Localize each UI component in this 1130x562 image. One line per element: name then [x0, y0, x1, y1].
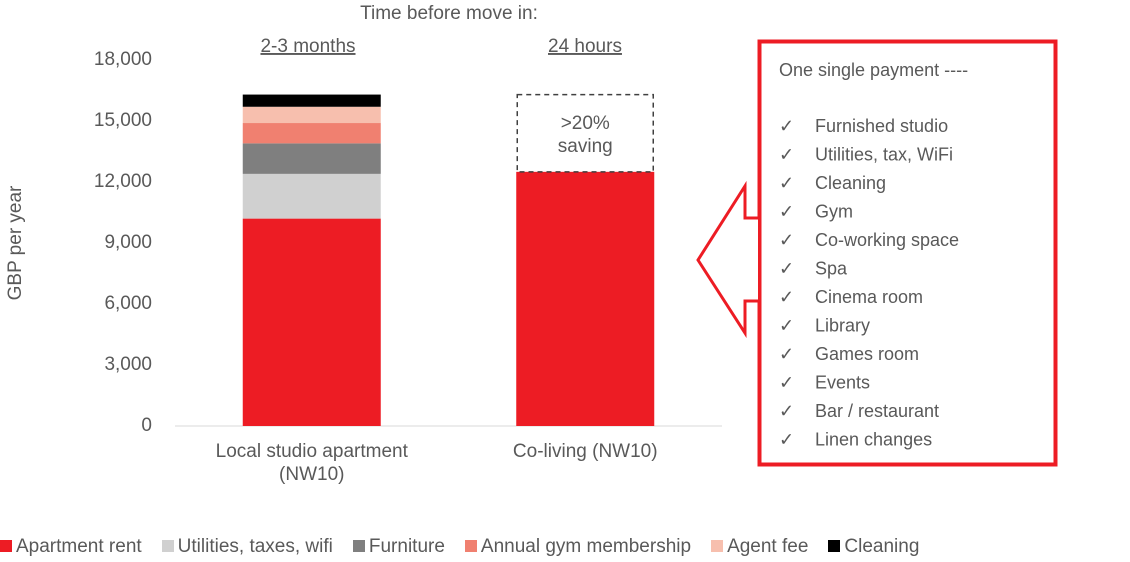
- check-mark: ✓: [779, 287, 794, 307]
- benefits-box: [757, 39, 1058, 467]
- x-tick-label: Co-living (NW10): [512, 441, 658, 462]
- box-item: Cleaning: [815, 173, 886, 193]
- check-mark: ✓: [779, 401, 794, 421]
- legend-item: Utilities, taxes, wifi: [161, 536, 333, 558]
- check-mark: ✓: [779, 429, 794, 449]
- legend-swatch: [711, 540, 724, 552]
- box-item: Cinema room: [815, 287, 923, 307]
- check-mark: ✓: [779, 116, 794, 136]
- legend-item: Agent fee: [711, 536, 808, 558]
- legend-swatch: [464, 540, 477, 552]
- legend-label: Furniture: [368, 536, 445, 557]
- y-tick-label: 6,000: [104, 293, 152, 314]
- box-item: Library: [815, 315, 870, 335]
- chart: Time before move in: 2-3 months 24 hours…: [5, 3, 1058, 485]
- y-tick-label: 0: [141, 415, 152, 436]
- check-mark: ✓: [779, 315, 794, 335]
- check-mark: ✓: [779, 144, 794, 164]
- legend-swatch: [161, 540, 174, 552]
- box-item: Games room: [815, 344, 919, 364]
- check-mark: ✓: [779, 258, 794, 278]
- saving-box: [516, 93, 654, 173]
- category-note: 2-3 months: [260, 36, 355, 57]
- box-item: Gym: [815, 201, 853, 221]
- bar-segment: [242, 94, 381, 107]
- check-mark: ✓: [779, 372, 794, 392]
- y-axis-label: GBP per year: [5, 185, 26, 300]
- bar-segment: [242, 123, 381, 144]
- legend-item: Annual gym membership: [464, 536, 692, 558]
- box-item: Spa: [815, 258, 848, 278]
- legend-item: Furniture: [352, 536, 445, 558]
- legend: Apartment rent Utilities, taxes, wifi Furn…: [0, 536, 919, 558]
- legend-item: Cleaning: [828, 536, 919, 558]
- x-tick-label: Co-living (NW10): [512, 441, 658, 462]
- legend-swatch: [828, 540, 841, 552]
- check-mark: ✓: [779, 230, 794, 250]
- legend-item: Apartment rent: [0, 536, 142, 558]
- legend-label: Agent fee: [727, 536, 809, 557]
- check-mark: ✓: [779, 173, 794, 193]
- legend-label: Annual gym membership: [480, 536, 692, 557]
- bar-segment: [242, 173, 381, 219]
- box-item: Bar / restaurant: [815, 401, 939, 421]
- y-tick-label: 3,000: [104, 354, 152, 375]
- box-item: Utilities, tax, WiFi: [815, 144, 953, 164]
- y-tick-label: 12,000: [94, 171, 152, 192]
- box-item: Co-working space: [815, 230, 959, 250]
- bar-segment: [516, 171, 655, 426]
- x-tick-label: Local studio apartment (NW10): [215, 441, 408, 485]
- y-tick-label: 18,000: [94, 49, 152, 70]
- x-tick-label: Local studio apartment (NW10): [215, 441, 408, 485]
- legend-swatch: [352, 540, 365, 552]
- arrow: [696, 180, 758, 339]
- box-item: Linen changes: [815, 429, 932, 449]
- bar-segment: [242, 218, 381, 426]
- saving-label: >20% saving: [557, 112, 613, 157]
- check-mark: ✓: [779, 344, 794, 364]
- legend-swatch: [0, 540, 12, 552]
- bar-segment: [242, 106, 381, 124]
- header: Time before move in:: [360, 3, 538, 24]
- y-tick-label: 15,000: [94, 110, 152, 131]
- legend-label: Utilities, taxes, wifi: [177, 536, 333, 557]
- y-tick-label: 9,000: [104, 232, 152, 253]
- bar-segment: [242, 143, 381, 174]
- box-item: Furnished studio: [815, 116, 948, 136]
- box-title: One single payment ----: [779, 60, 968, 80]
- legend-label: Cleaning: [844, 536, 920, 557]
- legend-label: Apartment rent: [16, 536, 142, 557]
- category-note: 24 hours: [548, 36, 622, 57]
- box-item: Events: [815, 372, 870, 392]
- saving-label: >20% saving: [557, 112, 613, 157]
- check-mark: ✓: [779, 201, 794, 221]
